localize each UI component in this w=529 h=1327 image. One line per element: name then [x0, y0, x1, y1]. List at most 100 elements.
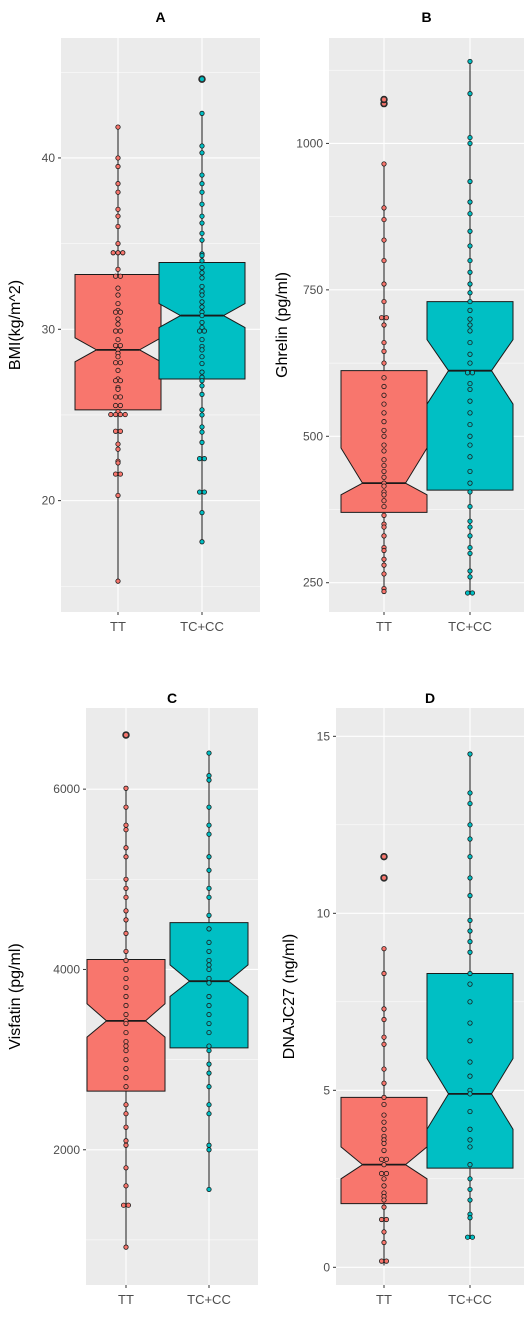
data-point — [199, 412, 205, 418]
data-point — [115, 316, 121, 322]
data-point — [467, 489, 473, 495]
x-tick-label: TC+CC — [187, 1292, 231, 1307]
data-point — [199, 299, 205, 305]
data-point — [123, 993, 129, 1000]
data-point — [467, 822, 473, 828]
data-point — [381, 1016, 387, 1023]
data-point — [206, 831, 212, 837]
data-point — [381, 503, 387, 510]
data-point — [123, 1165, 129, 1171]
data-point — [381, 462, 387, 469]
data-point — [381, 1041, 387, 1047]
data-point — [381, 1066, 387, 1072]
data-point — [381, 588, 387, 595]
data-point — [199, 378, 205, 384]
data-point — [467, 398, 473, 404]
data-point — [381, 1094, 387, 1100]
data-point — [199, 172, 205, 178]
data-point — [467, 351, 473, 357]
data-point — [206, 1147, 212, 1153]
data-point — [206, 867, 212, 873]
data-point — [115, 367, 121, 374]
data-point — [115, 336, 121, 343]
data-point — [381, 322, 387, 328]
data-point — [199, 201, 205, 207]
data-point — [115, 213, 121, 219]
data-point — [381, 524, 387, 530]
data-point — [113, 273, 119, 279]
x-tick-label: TT — [376, 619, 392, 634]
data-point — [123, 1102, 129, 1108]
data-point — [199, 319, 205, 326]
data-point — [123, 930, 129, 936]
data-point — [206, 1043, 212, 1049]
data-point — [467, 410, 473, 416]
data-point — [199, 424, 205, 430]
data-point — [123, 975, 129, 982]
data-point — [383, 1170, 389, 1177]
data-point — [113, 428, 119, 434]
data-point — [469, 370, 475, 376]
data-point — [117, 342, 124, 349]
data-point — [467, 999, 473, 1005]
data-point — [467, 1126, 473, 1132]
panel-title: D — [425, 690, 435, 706]
y-tick-label: 15 — [317, 729, 331, 743]
data-point — [206, 1111, 212, 1117]
y-tick-label: 1000 — [296, 136, 323, 150]
data-point — [381, 457, 387, 463]
data-point — [117, 378, 124, 384]
data-point — [206, 912, 212, 918]
data-point — [467, 568, 473, 574]
data-point — [467, 58, 473, 65]
data-point — [117, 411, 124, 418]
y-tick-label: 20 — [42, 494, 56, 508]
data-point — [381, 1080, 387, 1086]
data-point — [199, 347, 205, 353]
data-point — [120, 250, 126, 256]
data-point — [467, 1059, 473, 1065]
data-point — [381, 1112, 387, 1118]
data-point — [115, 386, 121, 392]
data-point — [123, 845, 129, 851]
data-point — [113, 471, 119, 477]
data-point — [123, 1183, 129, 1189]
data-point — [115, 163, 121, 170]
data-point — [206, 939, 212, 946]
data-point — [467, 1137, 473, 1143]
data-point — [381, 339, 387, 346]
data-point — [117, 402, 124, 409]
data-point — [199, 304, 205, 310]
y-tick-label: 4000 — [53, 962, 80, 976]
data-point — [467, 800, 473, 807]
data-point — [381, 562, 387, 568]
data-point — [467, 360, 473, 366]
data-point — [381, 1197, 387, 1203]
data-point — [378, 1170, 385, 1177]
data-point — [381, 375, 387, 381]
data-point — [467, 836, 473, 842]
data-point — [467, 290, 473, 296]
data-point — [115, 155, 121, 161]
data-point — [467, 243, 473, 249]
data-point — [206, 966, 212, 973]
data-point — [378, 315, 385, 321]
data-point — [199, 189, 205, 195]
data-point — [467, 307, 473, 313]
data-point — [206, 993, 212, 1000]
data-point — [381, 556, 387, 562]
data-point — [381, 360, 387, 366]
data-point — [206, 1142, 212, 1148]
data-point — [115, 181, 121, 187]
data-point — [467, 524, 473, 530]
data-point — [201, 456, 207, 462]
data-point — [381, 401, 387, 407]
data-point — [206, 1186, 212, 1193]
x-tick-label: TT — [118, 1292, 134, 1307]
data-point — [199, 391, 205, 397]
data-point — [110, 250, 116, 256]
data-point — [117, 328, 124, 334]
y-axis-label: DNAJC27 (ng/ml) — [281, 934, 298, 1059]
data-point — [113, 378, 119, 384]
data-point — [206, 773, 212, 779]
